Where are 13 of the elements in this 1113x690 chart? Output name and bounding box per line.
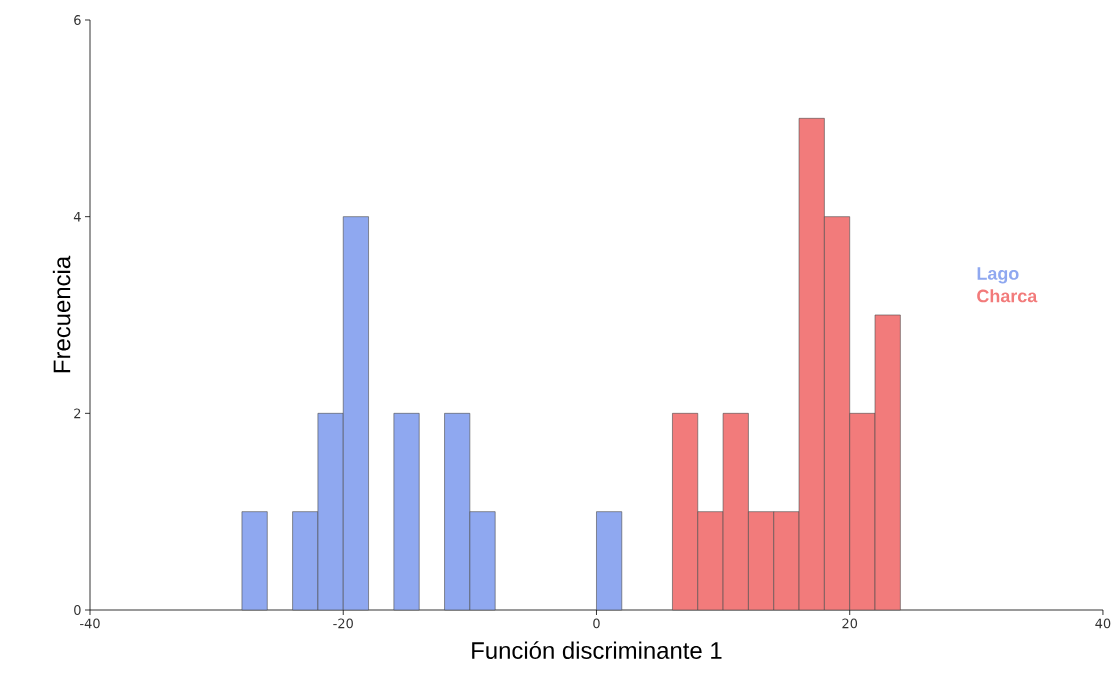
text: Lago xyxy=(977,267,1019,284)
y-tick-label: 0 xyxy=(74,605,81,615)
text: Charca xyxy=(977,289,1038,303)
y-axis-title: Frecuencia xyxy=(52,255,71,373)
x-axis-title: Función discriminante 1 xyxy=(472,641,722,659)
y-tick-label: 4 xyxy=(73,211,81,222)
x-tick-label: 0 xyxy=(593,618,600,629)
x-tick-label: -20 xyxy=(333,618,353,629)
y-tick-label: 6 xyxy=(74,15,81,25)
x-tick-label: 20 xyxy=(842,618,858,629)
y-tick-label: 2 xyxy=(74,408,81,419)
x-tick-label: 40 xyxy=(1095,618,1111,629)
x-tick-label: -40 xyxy=(80,618,100,629)
